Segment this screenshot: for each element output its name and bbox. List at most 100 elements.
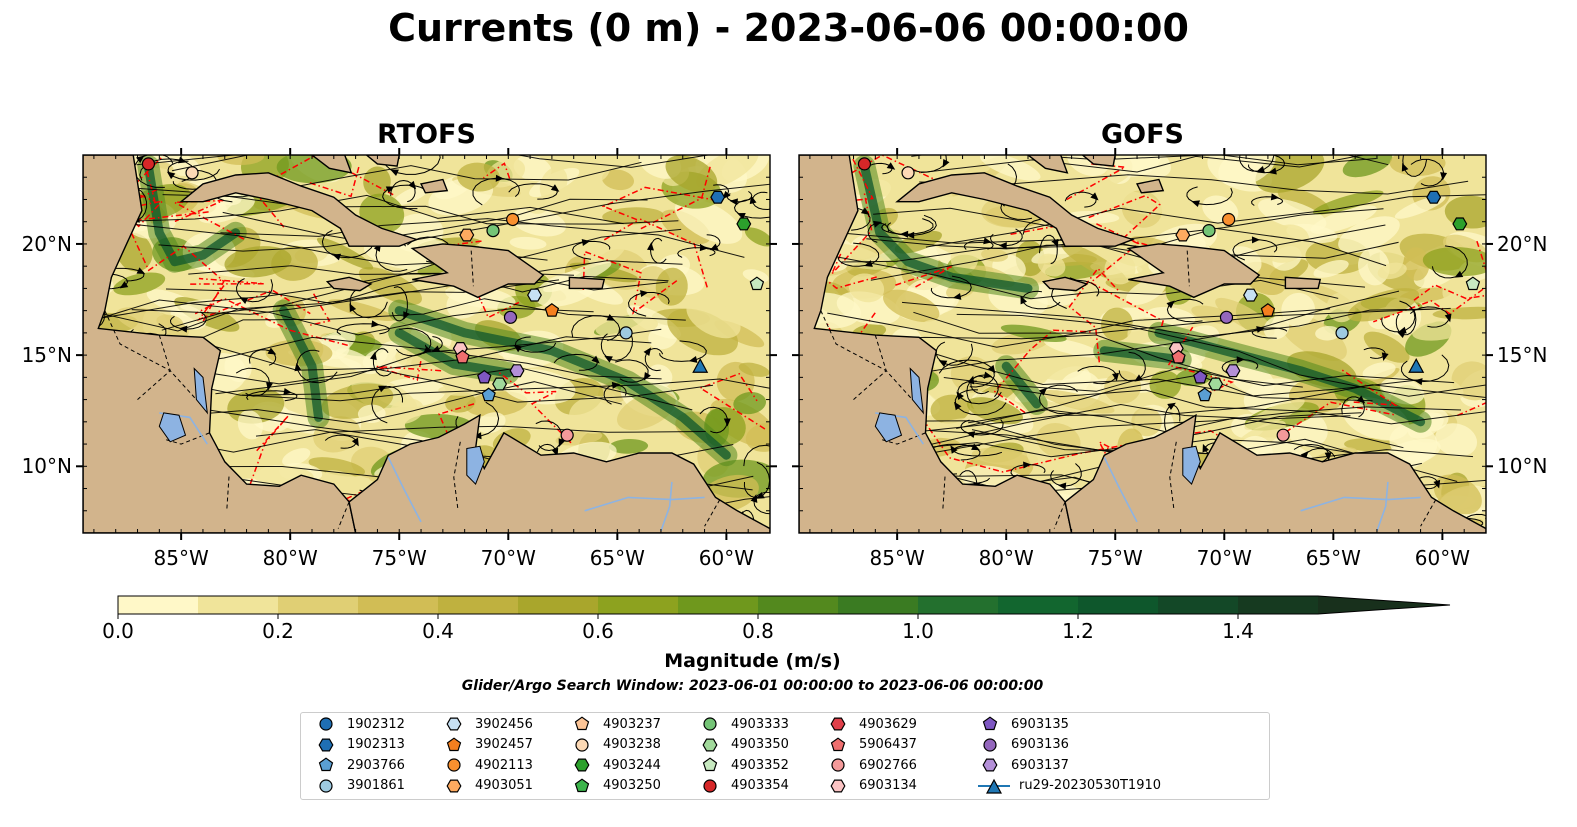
stream-arrow (1020, 295, 1027, 305)
eez-boundary (582, 250, 678, 315)
rtofs-map (76, 148, 777, 540)
streamline (1021, 290, 1061, 310)
streamline (157, 336, 662, 380)
stream-arrow (998, 242, 1007, 250)
legend-item: ru29-20230530T1910 (977, 777, 1161, 795)
speed-patch (1215, 297, 1275, 336)
stream-arrow (643, 347, 652, 356)
speed-patch (733, 391, 767, 415)
streamline (162, 381, 622, 424)
lon-tick-label: 65°W (1305, 546, 1361, 570)
legend-hexagon-icon (982, 758, 998, 772)
speed-patch (445, 392, 476, 413)
streamline (242, 378, 770, 402)
float-marker-6902766 (560, 428, 574, 442)
speed-patch (1347, 288, 1420, 322)
streamline (336, 323, 390, 336)
streamline (644, 347, 664, 372)
colorbar-tick-label: 0.6 (582, 619, 614, 643)
colorbar-segment (998, 596, 1079, 614)
float-marker-4903350 (492, 377, 508, 391)
lat-tick-label: 15°N (21, 343, 72, 368)
streamline (919, 174, 1469, 195)
land-area (1284, 276, 1322, 290)
land-area (310, 155, 353, 174)
current-core (1154, 328, 1426, 427)
legend-marker-icon (703, 717, 717, 731)
streamline (1166, 298, 1204, 323)
eez-boundary (129, 229, 225, 322)
speed-patch (744, 227, 770, 247)
eez-boundary (1068, 267, 1119, 363)
speed-patch (971, 447, 1039, 466)
eez-boundary (993, 329, 1091, 414)
country-border (1169, 441, 1177, 511)
lon-tick-label: 60°W (1414, 546, 1470, 570)
streamline (572, 240, 611, 260)
legend-circle-icon (575, 737, 589, 752)
eez-boundary (482, 162, 511, 179)
stream-arrow (938, 360, 948, 367)
stream-arrow (371, 320, 380, 328)
float-marker-6903135 (1193, 369, 1208, 384)
colorbar-label: Magnitude (m/s) (664, 650, 841, 672)
stream-arrow (136, 267, 146, 274)
legend-item: 3902456 (441, 715, 533, 733)
stream-arrow (983, 371, 993, 379)
legend-label: 4902113 (475, 757, 533, 773)
legend-pentagon-icon (982, 716, 998, 731)
streamline (914, 290, 1400, 375)
country-border (470, 250, 474, 287)
minor-ticks (799, 154, 1487, 534)
speed-patch (1377, 262, 1407, 280)
streamline (956, 313, 1486, 397)
stream-arrow (873, 220, 882, 228)
legend-marker-icon (702, 757, 718, 772)
float-marker-5906437 (1171, 349, 1186, 364)
map-body (799, 155, 1486, 533)
float-marker-4903051 (1175, 228, 1191, 242)
streamline (1401, 354, 1450, 383)
legend-label: 1902312 (347, 716, 405, 732)
speed-patch (979, 155, 1041, 181)
stream-arrow (1090, 192, 1099, 201)
legend-hexagon-icon (830, 717, 846, 731)
land-area (1026, 155, 1069, 174)
speed-patch (335, 348, 378, 375)
speed-patch (580, 231, 627, 267)
land-area (325, 276, 373, 292)
streamline (222, 183, 770, 246)
legend-marker-icon (830, 778, 846, 792)
streamline (963, 240, 994, 250)
legend-label: 3902456 (475, 716, 533, 732)
land-area (799, 155, 1073, 533)
speed-patch (465, 391, 528, 417)
colorbar-tick-label: 1.0 (902, 619, 934, 643)
lake (466, 445, 485, 485)
stream-arrow (351, 437, 359, 447)
stream-arrow (1038, 387, 1048, 396)
stream-arrow (967, 375, 975, 385)
legend-item: 4903629 (825, 715, 917, 733)
stream-arrow (1396, 331, 1406, 339)
legend-item: 3901861 (313, 777, 405, 795)
speed-patch (308, 457, 366, 477)
colorbar-segment (438, 596, 519, 614)
current-core (1099, 346, 1186, 365)
map-frame (82, 154, 771, 534)
stream-arrow (860, 207, 870, 215)
colorbar-segment (518, 596, 599, 614)
streamline (1402, 155, 1428, 177)
speed-patch (1315, 325, 1341, 341)
stream-arrow (729, 198, 739, 206)
map-body (83, 155, 770, 533)
lake (1182, 445, 1201, 485)
speed-patch (883, 289, 940, 323)
legend-marker-icon (982, 758, 998, 772)
legend-marker-icon (703, 778, 717, 793)
speed-patch (509, 236, 547, 250)
speed-patch (674, 198, 743, 244)
colorbar-segment (118, 596, 199, 614)
colorbar-tick-label: 0.2 (262, 619, 294, 643)
stream-arrow (952, 292, 962, 300)
